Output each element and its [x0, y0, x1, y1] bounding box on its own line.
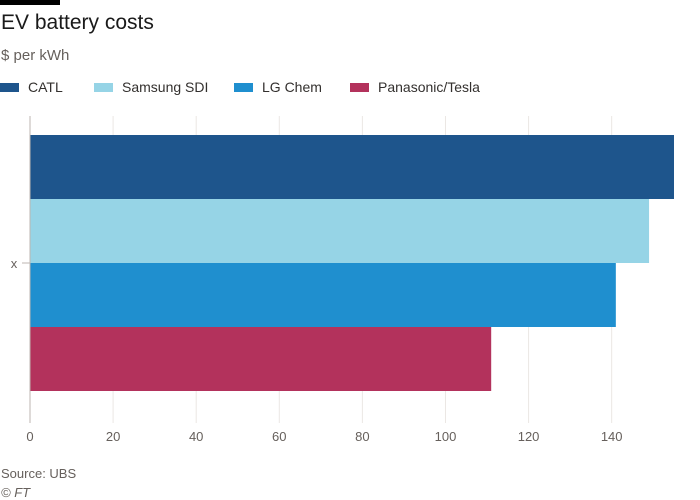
legend-swatch-samsung-sdi — [94, 82, 113, 92]
legend-item-catl: CATL — [0, 79, 63, 95]
copyright-note: © FT — [1, 485, 31, 500]
ft-top-bar — [0, 0, 60, 5]
legend-item-lg-chem: LG Chem — [234, 79, 322, 95]
x-tick-label-0: 0 — [26, 429, 33, 444]
x-tick-label-100: 100 — [435, 429, 457, 444]
legend-swatch-panasonic-tesla — [350, 82, 369, 92]
source-note: Source: UBS — [1, 466, 77, 481]
chart-title: EV battery costs — [1, 11, 154, 34]
legend-label-lg-chem: LG Chem — [262, 79, 322, 95]
x-tick-label-20: 20 — [106, 429, 120, 444]
chart-subtitle: $ per kWh — [1, 47, 70, 64]
bar-lg-chem — [30, 263, 616, 327]
legend-swatch-catl — [0, 82, 19, 92]
legend-item-samsung-sdi: Samsung SDI — [94, 79, 208, 95]
x-tick-label-60: 60 — [272, 429, 286, 444]
legend-label-samsung-sdi: Samsung SDI — [122, 79, 209, 95]
legend-label-catl: CATL — [28, 79, 63, 95]
bar-catl — [30, 135, 674, 199]
category-label-0: x — [11, 256, 18, 271]
x-tick-label-80: 80 — [355, 429, 369, 444]
x-tick-label-140: 140 — [601, 429, 623, 444]
bar-samsung-sdi — [30, 199, 650, 263]
x-tick-label-40: 40 — [189, 429, 203, 444]
x-tick-label-120: 120 — [518, 429, 540, 444]
legend-item-panasonic-tesla: Panasonic/Tesla — [350, 79, 480, 95]
legend-swatch-lg-chem — [234, 82, 253, 92]
legend-label-panasonic-tesla: Panasonic/Tesla — [378, 79, 480, 95]
bar-panasonic-tesla — [30, 327, 492, 391]
